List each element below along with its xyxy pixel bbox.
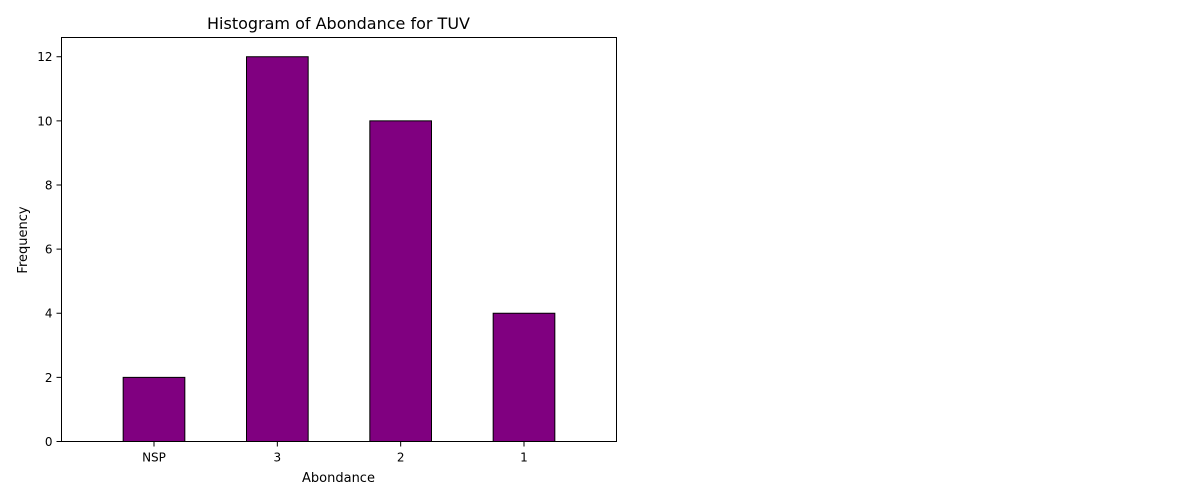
x-tick-label: 2 — [397, 451, 405, 465]
x-tick-label: 1 — [520, 451, 528, 465]
y-tick-label: 10 — [37, 114, 52, 128]
x-tick-label: NSP — [142, 451, 166, 465]
bar-nsp — [122, 376, 186, 442]
x-axis-label: Abondance — [302, 471, 375, 486]
y-tick-label: 6 — [45, 243, 53, 257]
y-tick-label: 8 — [45, 178, 53, 192]
bar-3 — [246, 56, 309, 442]
y-tick-label: 12 — [37, 50, 52, 64]
y-tick-group: 0 2 4 6 8 10 12 — [37, 50, 62, 449]
y-tick-label: 4 — [45, 307, 53, 321]
x-tick-group: NSP 3 2 1 — [142, 441, 528, 465]
y-tick-label: 2 — [45, 371, 53, 385]
y-tick-label: 0 — [45, 435, 53, 449]
x-tick-label: 3 — [274, 451, 282, 465]
bar-1 — [492, 312, 556, 442]
chart-title: Histogram of Abondance for TUV — [207, 14, 470, 33]
y-axis-label: Frequency — [16, 206, 31, 273]
bar-2 — [369, 120, 433, 442]
plot-frame — [61, 37, 617, 442]
bar-group — [122, 56, 556, 442]
